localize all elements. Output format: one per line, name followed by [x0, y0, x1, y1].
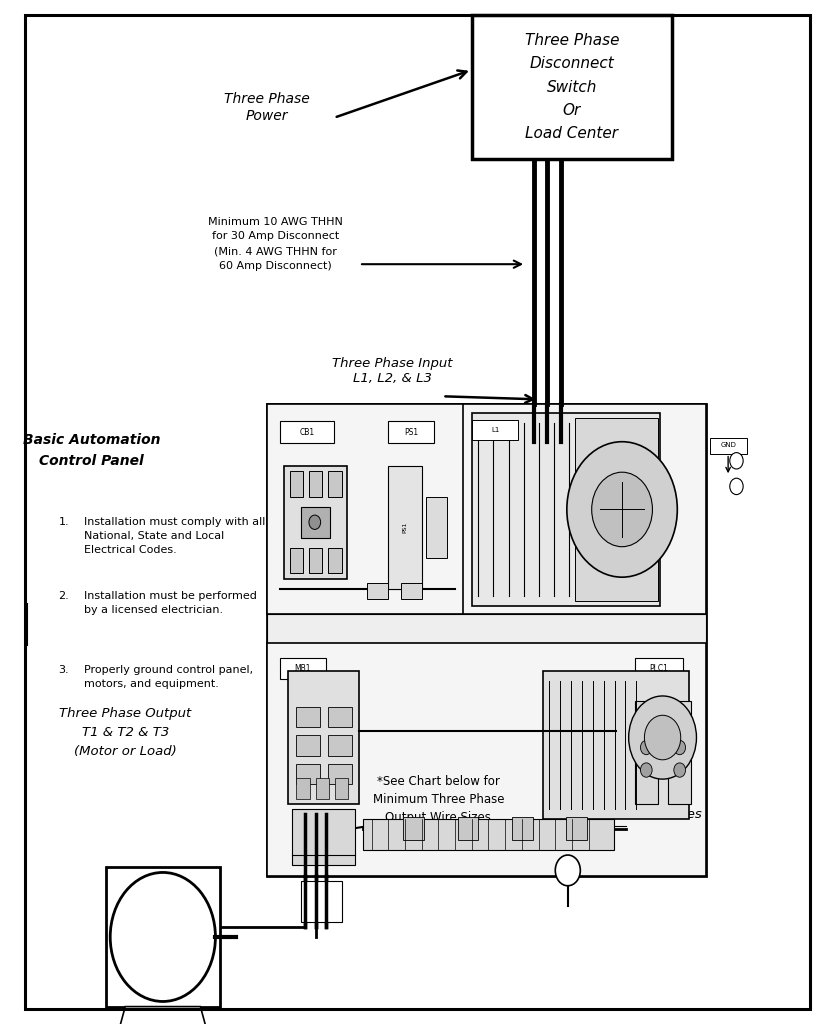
- Bar: [296, 707, 320, 727]
- Text: *See Chart below for
Minimum Three Phase
Output Wire Sizes
(Column A or B): *See Chart below for Minimum Three Phase…: [372, 775, 504, 843]
- Text: Installation must comply with all
National, State and Local
Electrical Codes.: Installation must comply with all Nation…: [84, 517, 265, 555]
- Bar: [267, 404, 706, 614]
- Bar: [566, 817, 587, 840]
- Bar: [543, 671, 689, 819]
- Text: Three Phase Output
T1 & T2 & T3
(Motor or Load): Three Phase Output T1 & T2 & T3 (Motor o…: [59, 707, 191, 758]
- Bar: [288, 671, 359, 804]
- Circle shape: [629, 696, 696, 779]
- Text: PS1: PS1: [404, 428, 418, 436]
- Text: Three Phase Input
L1, L2, & L3: Three Phase Input L1, L2, & L3: [332, 356, 453, 385]
- Bar: [388, 466, 422, 589]
- Bar: [309, 548, 322, 573]
- Bar: [301, 881, 342, 922]
- Text: Basic Automation
Control Panel: Basic Automation Control Panel: [23, 433, 160, 468]
- Bar: [635, 701, 658, 804]
- Bar: [267, 643, 706, 876]
- Bar: [367, 583, 388, 599]
- Bar: [363, 819, 614, 850]
- Text: PLC1: PLC1: [650, 665, 668, 673]
- Bar: [296, 735, 320, 756]
- Circle shape: [730, 478, 743, 495]
- Bar: [290, 548, 303, 573]
- Bar: [290, 471, 303, 497]
- Bar: [458, 817, 478, 840]
- Circle shape: [555, 855, 580, 886]
- Bar: [472, 413, 660, 606]
- Bar: [335, 778, 348, 799]
- Bar: [328, 548, 342, 573]
- Bar: [292, 809, 355, 865]
- Text: CB1: CB1: [300, 428, 315, 436]
- Bar: [267, 614, 706, 643]
- Circle shape: [640, 740, 652, 755]
- Text: Field Devices: Field Devices: [614, 808, 701, 820]
- Circle shape: [567, 441, 677, 578]
- Circle shape: [309, 515, 321, 529]
- Bar: [575, 418, 658, 601]
- Bar: [280, 421, 334, 443]
- Bar: [472, 420, 518, 440]
- Text: 3.: 3.: [58, 665, 69, 675]
- Bar: [301, 507, 330, 538]
- Text: Minimum 10 AWG THHN
for 30 Amp Disconnect
(Min. 4 AWG THHN for
60 Amp Disconnect: Minimum 10 AWG THHN for 30 Amp Disconnec…: [208, 216, 343, 271]
- Bar: [512, 817, 533, 840]
- Bar: [280, 658, 326, 679]
- Text: 1.: 1.: [58, 517, 69, 527]
- Polygon shape: [113, 1007, 213, 1024]
- Bar: [328, 764, 352, 784]
- Circle shape: [674, 740, 686, 755]
- Bar: [284, 466, 347, 579]
- Circle shape: [730, 453, 743, 469]
- Circle shape: [592, 472, 652, 547]
- Text: Three Phase
Disconnect
Switch
Or
Load Center: Three Phase Disconnect Switch Or Load Ce…: [524, 33, 620, 141]
- Bar: [635, 658, 683, 679]
- Bar: [403, 817, 424, 840]
- Circle shape: [110, 872, 215, 1001]
- Text: Three Phase
Power: Three Phase Power: [225, 92, 310, 123]
- Bar: [668, 701, 691, 804]
- Bar: [710, 438, 747, 454]
- Bar: [296, 764, 320, 784]
- Text: Properly ground control panel,
motors, and equipment.: Properly ground control panel, motors, a…: [84, 665, 253, 688]
- Bar: [328, 707, 352, 727]
- Bar: [472, 15, 672, 159]
- Bar: [316, 778, 329, 799]
- Text: PS1: PS1: [402, 521, 407, 534]
- Bar: [328, 735, 352, 756]
- Bar: [106, 867, 220, 1007]
- Bar: [426, 497, 447, 558]
- Text: 2.: 2.: [58, 591, 69, 601]
- Bar: [309, 471, 322, 497]
- Text: L1: L1: [491, 427, 499, 433]
- Text: MB1: MB1: [294, 665, 311, 673]
- Text: Installation must be performed
by a licensed electrician.: Installation must be performed by a lice…: [84, 591, 256, 614]
- Bar: [267, 404, 706, 876]
- Bar: [328, 471, 342, 497]
- Circle shape: [645, 715, 681, 760]
- Bar: [388, 421, 434, 443]
- Bar: [401, 583, 422, 599]
- Bar: [296, 778, 310, 799]
- Text: GND: GND: [720, 442, 736, 449]
- Circle shape: [674, 763, 686, 777]
- Circle shape: [640, 763, 652, 777]
